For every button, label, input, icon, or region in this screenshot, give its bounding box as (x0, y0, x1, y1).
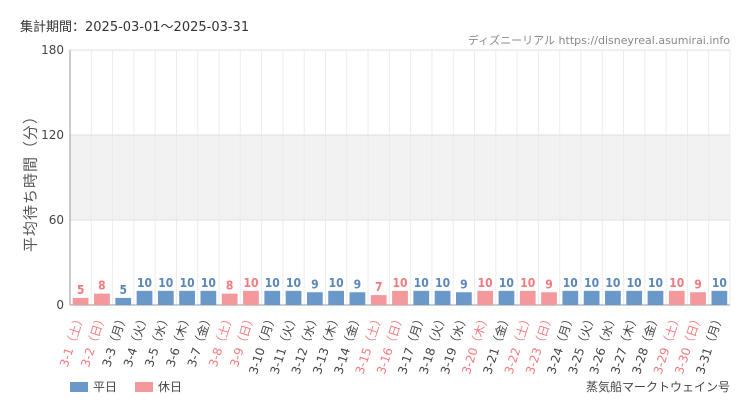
data-label: 10 (329, 276, 344, 290)
data-label: 5 (77, 283, 85, 297)
legend-holiday: 休日 (135, 378, 182, 395)
y-tick-label: 60 (49, 213, 64, 227)
y-tick-label: 120 (41, 128, 64, 142)
bar (668, 290, 685, 305)
data-label: 7 (375, 280, 383, 294)
y-tick-label: 180 (41, 43, 64, 57)
legend-weekday-swatch (70, 381, 88, 392)
data-label: 10 (712, 276, 727, 290)
data-label: 10 (265, 276, 280, 290)
bar (541, 292, 557, 305)
data-label: 10 (520, 276, 535, 290)
legend-holiday-swatch (135, 381, 154, 392)
bar (583, 290, 600, 305)
bar (94, 293, 110, 305)
data-label: 10 (499, 276, 514, 290)
data-label: 10 (201, 276, 216, 290)
data-label: 10 (158, 276, 173, 290)
data-label: 9 (311, 277, 319, 291)
data-label: 10 (648, 276, 663, 290)
bar (626, 290, 643, 305)
data-label: 10 (392, 276, 407, 290)
data-label: 10 (584, 276, 599, 290)
legend-weekday: 平日 (70, 378, 117, 395)
shaded-band (70, 135, 730, 220)
period-label: 集計期間：2025-03-01～2025-03-31 (20, 20, 250, 35)
data-label: 9 (354, 277, 362, 291)
bar (136, 290, 153, 305)
data-label: 10 (243, 276, 258, 290)
bar (605, 290, 621, 305)
data-label: 8 (98, 279, 106, 293)
bar (519, 290, 536, 305)
data-label: 10 (563, 276, 578, 290)
bar (690, 292, 706, 305)
bar (243, 290, 259, 305)
bar (221, 293, 238, 305)
bar (115, 297, 132, 305)
data-label: 10 (627, 276, 642, 290)
bar (370, 295, 387, 305)
data-label: 10 (605, 276, 620, 290)
legend-weekday-label: 平日 (93, 380, 118, 394)
bar (477, 290, 494, 305)
data-label: 10 (180, 276, 195, 290)
bar (285, 290, 302, 305)
attraction-name: 蒸気船マークトウェイン号 (585, 380, 730, 394)
source-credit: ディズニーリアル https://disneyreal.asumirai.inf… (467, 34, 730, 47)
bar (264, 290, 281, 305)
legend: 平日 休日 (70, 378, 200, 395)
data-label: 9 (694, 277, 702, 291)
bar (434, 290, 451, 305)
bar (157, 290, 174, 305)
data-label: 10 (286, 276, 301, 290)
data-label: 10 (669, 276, 684, 290)
bar (306, 292, 323, 305)
data-label: 10 (435, 276, 450, 290)
bar (562, 290, 579, 305)
data-label: 8 (226, 279, 234, 293)
data-label: 9 (545, 277, 553, 291)
bar (413, 290, 430, 305)
data-label: 9 (460, 277, 468, 291)
bar (349, 292, 366, 305)
bar (392, 290, 408, 305)
data-label: 10 (414, 276, 429, 290)
bar (200, 290, 217, 305)
bar (498, 290, 515, 305)
bar (711, 290, 728, 305)
legend-holiday-label: 休日 (158, 380, 183, 394)
bar (455, 292, 472, 305)
data-label: 10 (137, 276, 152, 290)
bar (72, 297, 89, 305)
bar (647, 290, 664, 305)
bar (328, 290, 345, 305)
data-label: 10 (478, 276, 493, 290)
bar (179, 290, 195, 305)
data-label: 5 (119, 283, 127, 297)
y-tick-label: 0 (56, 298, 64, 312)
